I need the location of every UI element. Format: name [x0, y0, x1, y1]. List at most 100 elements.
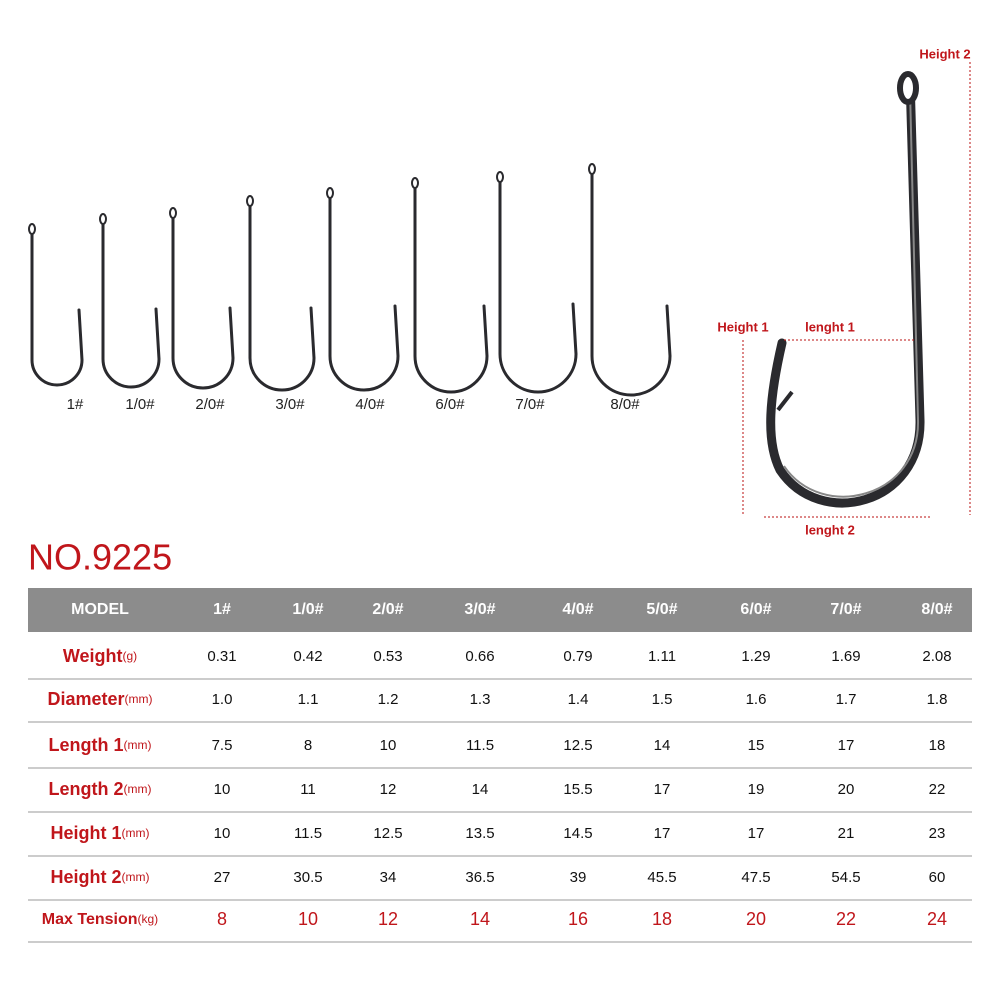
table-header-bar	[28, 588, 972, 632]
cell: 1.11	[648, 648, 676, 665]
hook-shine	[783, 89, 920, 498]
row-label-text: Height 2	[51, 867, 122, 887]
cell: 0.42	[293, 648, 322, 665]
cell: 0.53	[373, 648, 402, 665]
cell: 0.66	[465, 648, 494, 665]
cell: 17	[748, 825, 765, 842]
header-cell: 5/0#	[646, 601, 677, 618]
row-label: Length 2(mm)	[49, 779, 152, 799]
header-cell: 1/0#	[292, 601, 323, 618]
hook-size-label: 2/0#	[195, 396, 225, 413]
cell: 16	[568, 909, 588, 929]
hook-row: 1# 1/0# 2/0# 3/0# 4/0# 6/0# 7/0# 8/0#	[28, 163, 672, 413]
spec-table: MODEL 1# 1/0# 2/0# 3/0# 4/0# 5/0# 6/0# 7/0# 8/0# W…	[28, 601, 972, 943]
hook	[101, 220, 161, 389]
cell: 19	[748, 781, 765, 798]
hook-eye	[246, 195, 254, 207]
header-cell: 7/0#	[830, 601, 861, 618]
hook-size-label: 3/0#	[275, 396, 305, 413]
cell: 12.5	[373, 825, 402, 842]
cell: 1.6	[746, 691, 767, 708]
hook-eye	[588, 163, 596, 175]
cell: 1.1	[298, 691, 319, 708]
hook-size-label: 8/0#	[610, 396, 640, 413]
cell: 21	[838, 825, 855, 842]
cell: 30.5	[293, 869, 322, 886]
dimension-label: lenght 2	[805, 522, 855, 537]
cell: 17	[838, 737, 855, 754]
cell: 22	[836, 909, 856, 929]
cell: 15	[748, 737, 765, 754]
cell: 15.5	[563, 781, 592, 798]
hook-eye	[897, 71, 919, 105]
hook	[498, 178, 578, 394]
cell: 1.7	[836, 691, 857, 708]
row-label-text: Height 1	[51, 823, 122, 843]
header-cell: MODEL	[71, 601, 129, 618]
row-label: Height 2(mm)	[51, 867, 150, 887]
hook-size-label: 6/0#	[435, 396, 465, 413]
cell: 2.08	[922, 648, 951, 665]
hook-size-label: 4/0#	[355, 396, 385, 413]
cell: 1.0	[212, 691, 233, 708]
cell: 18	[652, 909, 672, 929]
cell: 12	[378, 909, 398, 929]
hook-barb	[776, 390, 794, 412]
cell: 10	[214, 825, 231, 842]
cell: 27	[214, 869, 231, 886]
cell: 36.5	[465, 869, 494, 886]
row-label-unit: (kg)	[138, 912, 159, 926]
hook	[328, 194, 400, 392]
hook-eye	[99, 213, 107, 225]
hook	[248, 202, 316, 392]
cell: 34	[380, 869, 397, 886]
row-label: Diameter(mm)	[47, 689, 152, 709]
cell: 13.5	[465, 825, 494, 842]
cell: 54.5	[831, 869, 860, 886]
hook	[171, 214, 235, 390]
dimension-label: lenght 1	[805, 319, 855, 334]
cell: 8	[217, 909, 227, 929]
cell: 45.5	[647, 869, 676, 886]
cell: 39	[570, 869, 587, 886]
row-label-unit: (mm)	[124, 738, 152, 752]
cell: 1.69	[831, 648, 860, 665]
row-label-text: Max Tension	[42, 911, 138, 928]
row-label: Weight(g)	[63, 646, 137, 666]
cell: 60	[929, 869, 946, 886]
header-cell: 4/0#	[562, 601, 593, 618]
cell: 10	[380, 737, 397, 754]
cell: 8	[304, 737, 312, 754]
cell: 12	[380, 781, 397, 798]
row-label-text: Weight	[63, 646, 123, 666]
cell: 14	[472, 781, 489, 798]
cell: 10	[214, 781, 231, 798]
cell: 0.79	[563, 648, 592, 665]
row-label: Max Tension(kg)	[42, 911, 158, 928]
cell: 17	[654, 781, 671, 798]
cell: 1.5	[652, 691, 673, 708]
cell: 18	[929, 737, 946, 754]
hook-eye	[326, 187, 334, 199]
big-hook	[766, 73, 925, 508]
row-label-text: Diameter	[47, 689, 124, 709]
cell: 1.8	[927, 691, 948, 708]
row-label: Length 1(mm)	[49, 735, 152, 755]
cell: 11.5	[466, 737, 494, 754]
cell: 22	[929, 781, 946, 798]
cell: 17	[654, 825, 671, 842]
cell: 1.3	[470, 691, 491, 708]
row-label-unit: (mm)	[122, 826, 150, 840]
hook	[413, 184, 489, 394]
cell: 11.5	[294, 825, 322, 842]
row-label-text: Length 1	[49, 735, 124, 755]
header-cell: 3/0#	[464, 601, 495, 618]
cell: 10	[298, 909, 318, 929]
hook-diagram: Height 2 Height 1 lenght 1 lenght 2	[717, 46, 970, 537]
hook	[590, 170, 672, 397]
cell: 14.5	[563, 825, 592, 842]
cell: 14	[470, 909, 490, 929]
cell: 1.29	[741, 648, 770, 665]
row-label-unit: (mm)	[124, 782, 152, 796]
